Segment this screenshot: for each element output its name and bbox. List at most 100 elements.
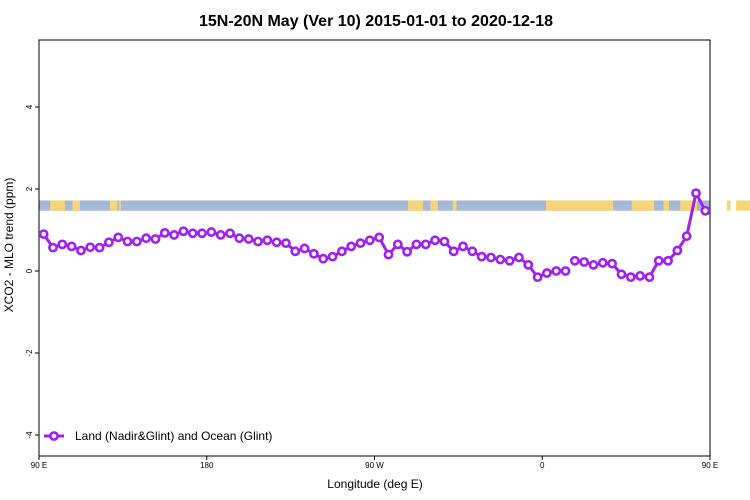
data-point xyxy=(271,237,282,248)
data-point xyxy=(113,232,124,243)
data-point xyxy=(458,241,468,252)
data-point xyxy=(504,255,515,266)
data-point xyxy=(579,257,590,267)
land-patch xyxy=(726,200,731,211)
plot-frame xyxy=(38,39,711,457)
plot-area xyxy=(38,39,750,457)
data-point xyxy=(467,246,478,257)
data-point xyxy=(588,259,599,270)
land-patch xyxy=(631,200,655,211)
data-point xyxy=(66,241,77,252)
data-point xyxy=(122,236,133,247)
data-point xyxy=(392,239,403,250)
data-point xyxy=(476,251,487,262)
data-point xyxy=(187,228,198,239)
land-patch xyxy=(109,200,118,211)
data-point xyxy=(439,236,450,247)
background-map-strip xyxy=(39,200,750,211)
data-point xyxy=(364,235,375,246)
x-tick-label: 90 E xyxy=(31,461,47,470)
data-point xyxy=(48,242,58,253)
data-point xyxy=(318,253,329,264)
data-point xyxy=(700,205,710,216)
data-point xyxy=(607,258,618,269)
land-patch xyxy=(736,200,750,211)
x-axis: 90 E 180 90 W 0 90 E xyxy=(31,456,718,470)
data-point xyxy=(253,236,263,247)
data-point xyxy=(76,245,86,256)
data-point xyxy=(532,272,543,283)
land-patch xyxy=(408,200,423,211)
land-patch xyxy=(680,200,697,211)
ocean-strip xyxy=(39,200,710,211)
data-point xyxy=(234,233,245,244)
legend: Land (Nadir&Glint) and Ocean (Glint) xyxy=(44,429,272,443)
data-point xyxy=(597,257,608,268)
data-point xyxy=(681,231,692,242)
y-tick-label: 4 xyxy=(25,104,34,109)
land-patch xyxy=(452,200,457,211)
data-point xyxy=(523,259,534,270)
legend-marker-swatch xyxy=(49,431,59,441)
data-point xyxy=(243,234,254,244)
data-point xyxy=(215,230,226,240)
y-tick-label: -2 xyxy=(25,349,34,357)
data-point xyxy=(197,228,207,239)
x-tick-label: 90 W xyxy=(365,461,384,470)
data-point xyxy=(374,232,385,243)
data-point xyxy=(150,234,161,244)
data-point xyxy=(569,255,580,266)
data-point xyxy=(420,239,431,250)
data-point xyxy=(551,266,562,276)
series-group xyxy=(39,188,750,283)
y-tick-label: -4 xyxy=(25,431,34,439)
data-point xyxy=(225,228,235,239)
data-point xyxy=(39,229,49,239)
data-point xyxy=(672,245,683,256)
data-point xyxy=(309,248,319,259)
y-axis: -4 -2 0 2 4 xyxy=(25,104,39,439)
data-point xyxy=(486,252,496,263)
data-point xyxy=(131,236,142,247)
data-point xyxy=(355,238,366,249)
data-point xyxy=(346,241,357,252)
data-point xyxy=(159,227,170,238)
data-point xyxy=(644,272,655,283)
data-point xyxy=(281,238,291,249)
data-point xyxy=(653,255,664,266)
data-point xyxy=(94,242,105,253)
data-point xyxy=(262,235,273,246)
land-patch xyxy=(50,200,66,211)
series-line xyxy=(715,231,750,250)
data-point xyxy=(625,272,636,283)
data-point xyxy=(514,252,524,263)
data-point xyxy=(336,246,347,257)
series-layer xyxy=(39,188,750,283)
x-axis-label: Longitude (deg E) xyxy=(327,477,422,491)
x-tick-label: 0 xyxy=(540,461,545,470)
data-point xyxy=(299,243,310,254)
data-point xyxy=(542,268,552,278)
data-point xyxy=(402,246,413,257)
data-point xyxy=(169,230,180,240)
y-axis-label: XCO2 - MLO trend (ppm) xyxy=(2,178,16,313)
x-tick-label: 180 xyxy=(200,461,214,470)
data-point xyxy=(430,235,440,246)
data-point xyxy=(178,226,189,237)
data-point xyxy=(103,237,114,248)
data-point xyxy=(495,254,506,265)
data-point xyxy=(206,227,217,237)
x-tick-label: 90 E xyxy=(702,461,718,470)
data-point xyxy=(691,188,701,198)
data-point xyxy=(383,249,394,260)
data-point xyxy=(290,246,301,257)
land-patch xyxy=(72,200,81,211)
land-patch xyxy=(663,200,669,211)
land-patch xyxy=(430,200,438,211)
data-point xyxy=(85,242,96,253)
data-point xyxy=(635,271,646,281)
legend-label: Land (Nadir&Glint) and Ocean (Glint) xyxy=(75,429,272,443)
data-point xyxy=(411,239,422,250)
data-point xyxy=(560,266,571,276)
